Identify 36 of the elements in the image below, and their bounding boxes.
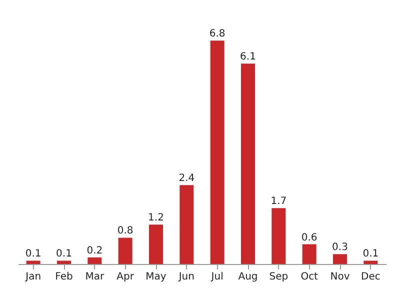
data-label: 0.1 <box>25 248 42 260</box>
bar <box>241 64 255 264</box>
x-tick-label: Jun <box>178 272 194 282</box>
x-tick-label: May <box>146 272 166 282</box>
data-label: 2.4 <box>178 173 195 184</box>
x-tick-label: Sep <box>269 272 288 282</box>
x-tick-label: Aug <box>238 272 258 282</box>
bar <box>333 254 347 264</box>
data-label: 1.7 <box>270 196 287 208</box>
x-tick-label: Jan <box>24 272 42 282</box>
x-tick-label: Nov <box>330 272 350 282</box>
data-label: 0.1 <box>362 248 379 260</box>
data-label: 6.1 <box>240 52 256 63</box>
data-label: 0.8 <box>117 226 134 237</box>
data-label: 1.2 <box>148 212 164 224</box>
data-label: 0.6 <box>301 232 318 244</box>
bar <box>364 260 378 264</box>
x-tick-label: Oct <box>300 272 318 282</box>
data-label: 0.2 <box>86 245 103 256</box>
bar <box>210 40 224 264</box>
bar <box>88 257 102 264</box>
bar <box>180 185 194 264</box>
data-label: 0.1 <box>56 248 72 260</box>
bar <box>118 238 132 264</box>
x-tick-label: Feb <box>55 272 73 282</box>
bar <box>272 208 286 264</box>
bar <box>149 224 163 264</box>
x-tick-label: Dec <box>360 272 380 282</box>
bar <box>26 260 40 264</box>
x-tick-label: Mar <box>85 272 105 282</box>
bar <box>57 260 71 264</box>
x-tick-label: Jul <box>210 272 224 282</box>
x-tick-label: Apr <box>116 272 135 282</box>
data-label: 0.3 <box>332 242 348 254</box>
data-label: 6.8 <box>209 28 226 40</box>
bar <box>302 244 316 264</box>
